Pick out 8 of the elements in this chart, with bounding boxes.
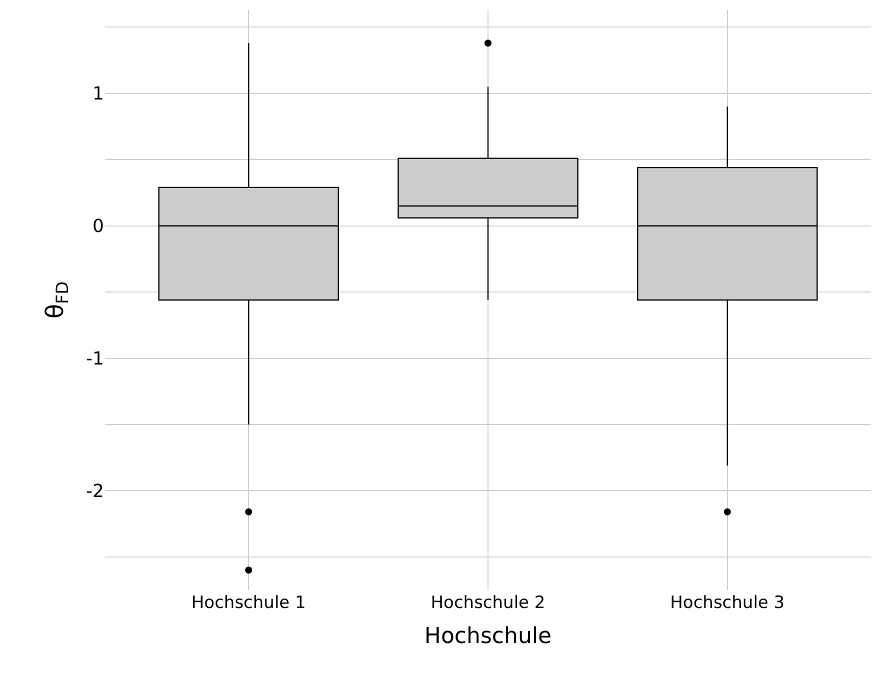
y-tick-label: 1: [92, 84, 104, 105]
x-tick-label: Hochschule 1: [191, 593, 306, 613]
x-tick-label: Hochschule 3: [670, 593, 785, 613]
x-tick-label: Hochschule 2: [430, 593, 546, 613]
y-tick-label: 0: [92, 216, 104, 238]
y-tick-label: -1: [86, 348, 104, 370]
x-axis-title: Hochschule: [424, 624, 552, 649]
y-tick-label: -2: [86, 480, 104, 502]
